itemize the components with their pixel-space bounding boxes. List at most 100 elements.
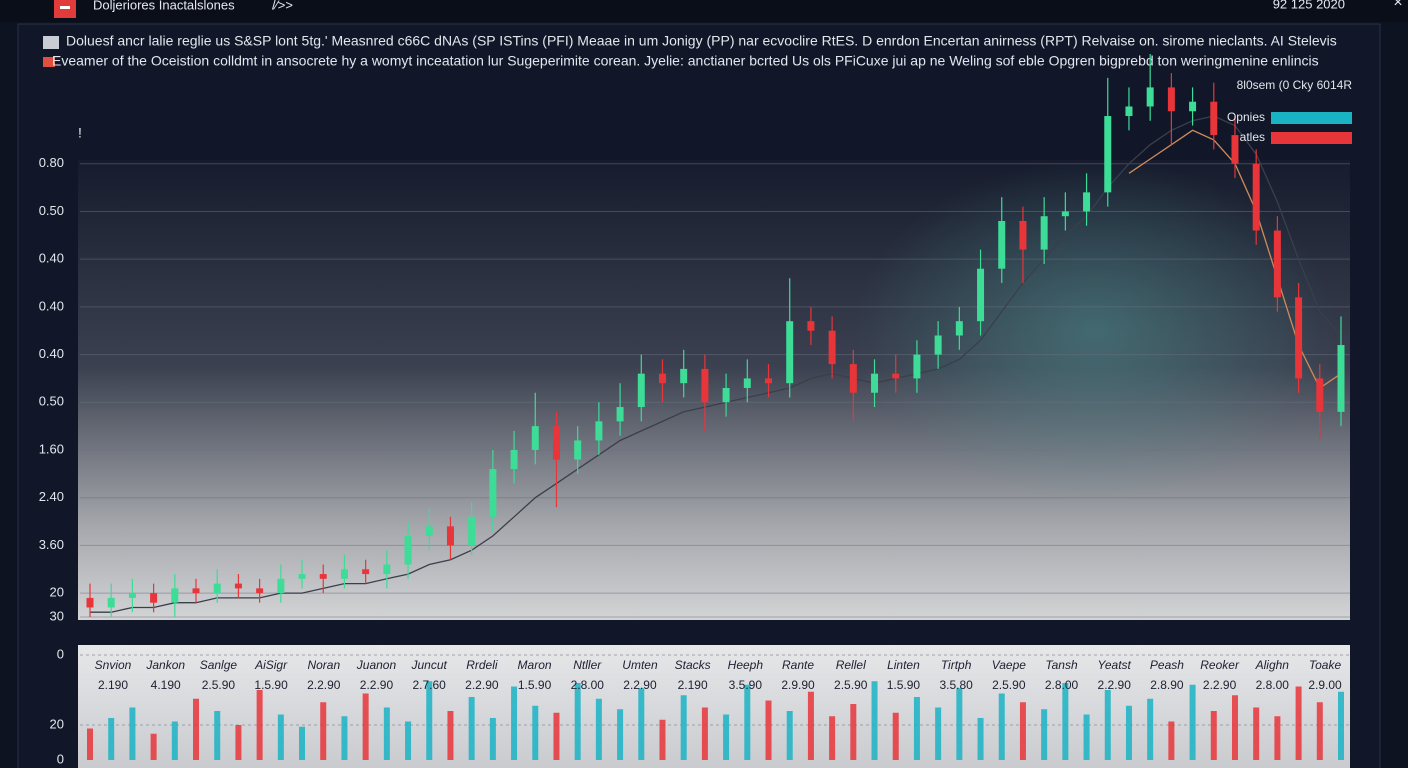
candle-body	[998, 220, 1006, 269]
volume-bar	[341, 716, 348, 760]
stat-value: 2.190	[678, 678, 708, 692]
volume-bar	[1147, 698, 1154, 760]
candle-body	[1040, 216, 1048, 250]
stat-value: 1.5.90	[518, 678, 552, 692]
volume-bar	[1041, 709, 1048, 760]
stat-label: Tansh	[1045, 658, 1078, 672]
nav[interactable]: /⁄>>	[272, 0, 293, 12]
candle-body	[722, 387, 730, 403]
candle-body	[765, 378, 773, 384]
volume-bar	[1062, 683, 1069, 760]
candle-body	[786, 321, 794, 384]
candle-body	[510, 450, 518, 470]
stat-value: 2.2.90	[307, 678, 341, 692]
candle-body	[934, 335, 942, 355]
volume-bar	[235, 725, 242, 760]
marker: !	[78, 125, 82, 141]
volume-bar	[1104, 690, 1111, 760]
stat-label: Toake	[1309, 658, 1342, 672]
candle-body	[128, 593, 136, 598]
candle-body	[1061, 211, 1069, 217]
y-tick-label: 0.50	[39, 394, 64, 409]
volume-bar	[468, 697, 475, 760]
stat-label: Jankon	[145, 658, 185, 672]
stat-label: Alighn	[1255, 658, 1290, 672]
candle-body	[1125, 106, 1133, 117]
stat-label: Rrdeli	[466, 658, 498, 672]
glow	[855, 160, 1335, 500]
candle-body	[1104, 116, 1112, 193]
candle-body	[404, 535, 412, 565]
y-tick-label: 1.60	[39, 441, 64, 456]
candle-body	[658, 373, 666, 384]
candle-body	[468, 516, 476, 546]
candle-body	[1083, 192, 1091, 212]
volume-bar	[744, 684, 751, 760]
stat-label: Vaepe	[992, 658, 1027, 672]
volume-bar	[701, 707, 708, 760]
y-tick-label: 20	[50, 716, 64, 731]
stat-value: 2.2.90	[1203, 678, 1237, 692]
y-tick-label: 0.50	[39, 203, 64, 218]
candle-body	[871, 373, 879, 393]
volume-bar	[87, 728, 93, 760]
stat-label: Stacks	[675, 658, 711, 672]
candle-body	[256, 588, 264, 594]
volume-bar	[786, 711, 793, 760]
volume-bar	[1210, 711, 1217, 760]
volume-bar	[426, 681, 433, 760]
stat-value: 2.8.90	[1150, 678, 1184, 692]
volume-bar	[1274, 716, 1281, 760]
candle-body	[807, 321, 815, 331]
y-tick-label: 20	[50, 585, 64, 600]
volume-bar	[256, 690, 263, 760]
candle-body	[213, 583, 221, 594]
stat-label: Umten	[622, 658, 658, 672]
volume-bar	[659, 719, 666, 760]
stat-label: Peash	[1150, 658, 1184, 672]
y-tick-label: 0.40	[39, 298, 64, 313]
volume-bar	[383, 707, 390, 760]
candle-body	[955, 321, 963, 336]
checkbox[interactable]	[43, 36, 59, 49]
description-line: Eveamer of the Oceistion colldmt in anso…	[52, 53, 1319, 69]
candle-body	[701, 368, 709, 403]
candle-body	[531, 426, 539, 451]
y-tick-label: 2.40	[39, 489, 64, 504]
volume-bar	[320, 702, 327, 760]
logo-mark	[60, 6, 70, 9]
volume-bar	[871, 681, 878, 760]
volume-bar	[807, 691, 814, 760]
candle-body	[1231, 135, 1239, 164]
candle-body	[680, 368, 688, 384]
volume-bar	[680, 695, 687, 760]
y-tick-label: 0.40	[39, 251, 64, 266]
volume-bar	[214, 711, 221, 760]
note: 8l0sem (0 Cky 6014R	[1237, 78, 1353, 92]
stat-value: 2.8.00	[1045, 678, 1079, 692]
y-tick-label: 0	[57, 646, 64, 661]
volume-bar	[511, 686, 518, 760]
volume-bar	[171, 721, 178, 760]
candle-body	[446, 526, 454, 546]
stat-value: 2.5.90	[834, 678, 868, 692]
description-line: Doluesf ancr lalie reglie us S&SP lont 5…	[66, 33, 1337, 49]
volume-bar	[1168, 721, 1175, 760]
volume-bar	[108, 718, 115, 760]
stat-value: 2.2.90	[1098, 678, 1132, 692]
volume-bar	[362, 693, 369, 760]
y-tick-label: 0.40	[39, 346, 64, 361]
candle-body	[489, 469, 497, 517]
volume-panel	[78, 645, 1350, 768]
stat-label: Juanon	[356, 658, 397, 672]
candle-body	[1252, 163, 1260, 231]
volume-bar	[405, 721, 412, 760]
legend-swatch	[1271, 132, 1352, 144]
volume-bar	[574, 683, 581, 760]
volume-bar	[1125, 705, 1132, 760]
candle-body	[616, 407, 624, 422]
volume-bar	[1338, 691, 1344, 760]
volume-bar	[1316, 702, 1323, 760]
close-button[interactable]: ×	[1393, 0, 1402, 11]
candle-body	[192, 588, 200, 594]
